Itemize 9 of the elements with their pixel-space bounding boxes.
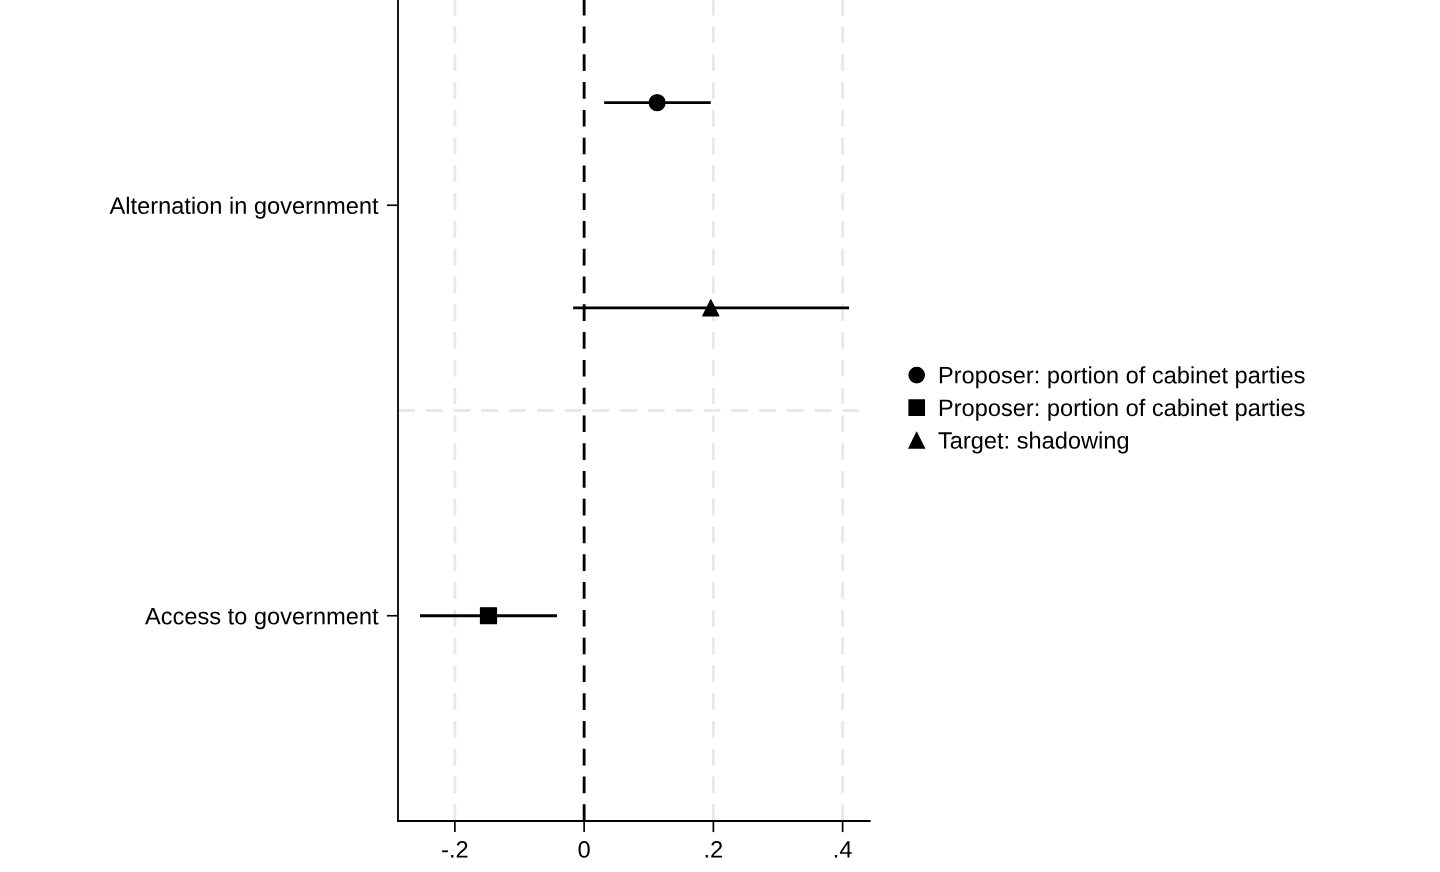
legend-label: Target: shadowing [938, 431, 1129, 454]
x-tick-label: .4 [834, 841, 852, 858]
y-tick-label: Alternation in government [109, 196, 379, 219]
legend-label: Proposer: portion of cabinet parties [939, 398, 1305, 421]
x-tick-label: 0 [578, 841, 590, 858]
y-tick-label: Access to government [145, 608, 379, 630]
x-tick-label: -.2 [442, 841, 468, 858]
legend-label: Proposer: portion of cabinet parties [939, 366, 1305, 389]
x-tick-label: .2 [705, 841, 723, 858]
